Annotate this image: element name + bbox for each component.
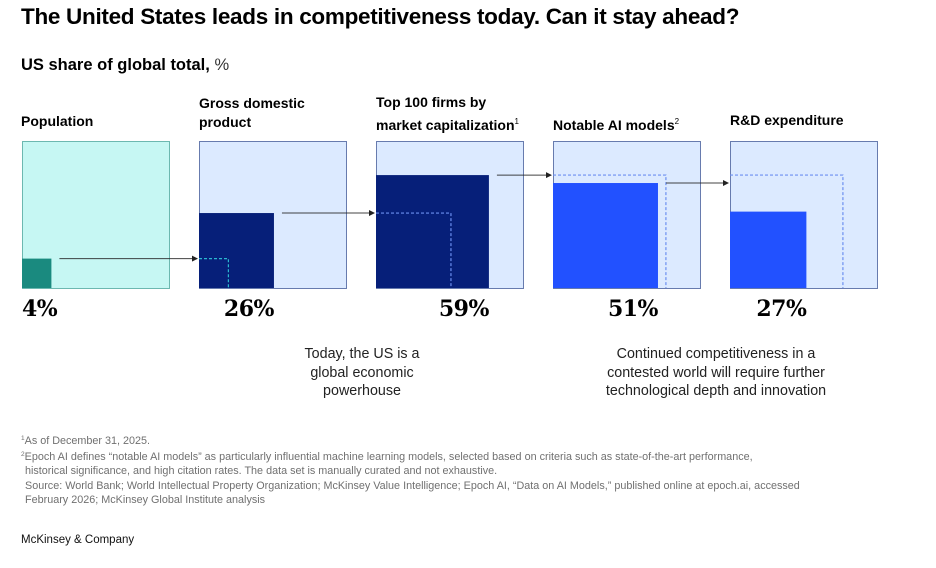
annotation-line: global economic [310,364,414,381]
footnotes: 1As of December 31, 2025. 2Epoch AI defi… [21,432,921,507]
category-label-line: market capitalization [376,117,515,133]
value-label-population: 4% [22,296,58,322]
footnote-marker: 2 [21,451,25,459]
annotation-line: contested world will require further [607,364,825,381]
brand-logo: McKinsey & Company [21,534,135,546]
source-line-cont: February 2026; McKinsey Global Institute… [25,493,266,506]
annotation-line: Today, the US is a [304,346,420,362]
category-label-top100: Top 100 firms by market capitalization1 [376,93,519,135]
category-label-line: Notable AI models [553,117,675,133]
category-label-line: product [199,114,252,130]
subtitle-text: US share of global total, [21,56,210,74]
value-label-ai-models: 51% [607,296,659,322]
annotation-competitiveness: Continued competitiveness in a contested… [576,345,856,401]
us-share-square [553,183,658,288]
category-label-rnd: R&D expenditure [730,111,844,130]
footnote-marker: 2 [674,117,680,126]
category-label-line: Top 100 firms by [376,94,487,110]
category-label-line: Population [21,113,94,129]
us-share-square [376,175,489,288]
us-share-square [22,258,52,288]
category-label-line: R&D expenditure [730,112,844,128]
footnote-2-cont: historical significance, and high citati… [25,465,498,478]
previous-share-outline [553,174,667,288]
value-label-top100: 59% [438,296,490,322]
value-label-rnd: 27% [756,296,807,322]
source-line: Source: World Bank; World Intellectual P… [25,479,800,492]
category-label-line: Gross domestic [199,95,305,111]
subtitle-unit: % [214,56,230,74]
chart-subtitle: US share of global total, % [21,56,229,75]
category-label-gdp: Gross domestic product [199,94,305,132]
annotation-economic-powerhouse: Today, the US is a global economic power… [262,345,462,401]
footnote-2: 2Epoch AI defines “notable AI models” as… [21,448,921,464]
annotation-line: powerhouse [323,383,401,399]
annotation-line: technological depth and innovation [605,383,827,399]
chart-area [22,141,878,289]
value-label-gdp: 26% [223,296,275,322]
category-label-ai-models: Notable AI models2 [553,112,679,135]
chart-title: The United States leads in competitivene… [21,4,740,29]
category-label-population: Population [21,112,93,131]
footnote-1: 1As of December 31, 2025. [21,432,921,448]
footnote-marker: 1 [514,117,519,126]
footnote-text: Epoch AI defines “notable AI models” as … [24,451,753,464]
us-share-square [199,213,274,288]
previous-share-outline [730,174,844,288]
footnote-text: As of December 31, 2025. [24,435,151,447]
annotation-line: Continued competitiveness in a [616,346,816,362]
us-share-square [730,211,807,288]
footnote-marker: 1 [21,435,25,442]
